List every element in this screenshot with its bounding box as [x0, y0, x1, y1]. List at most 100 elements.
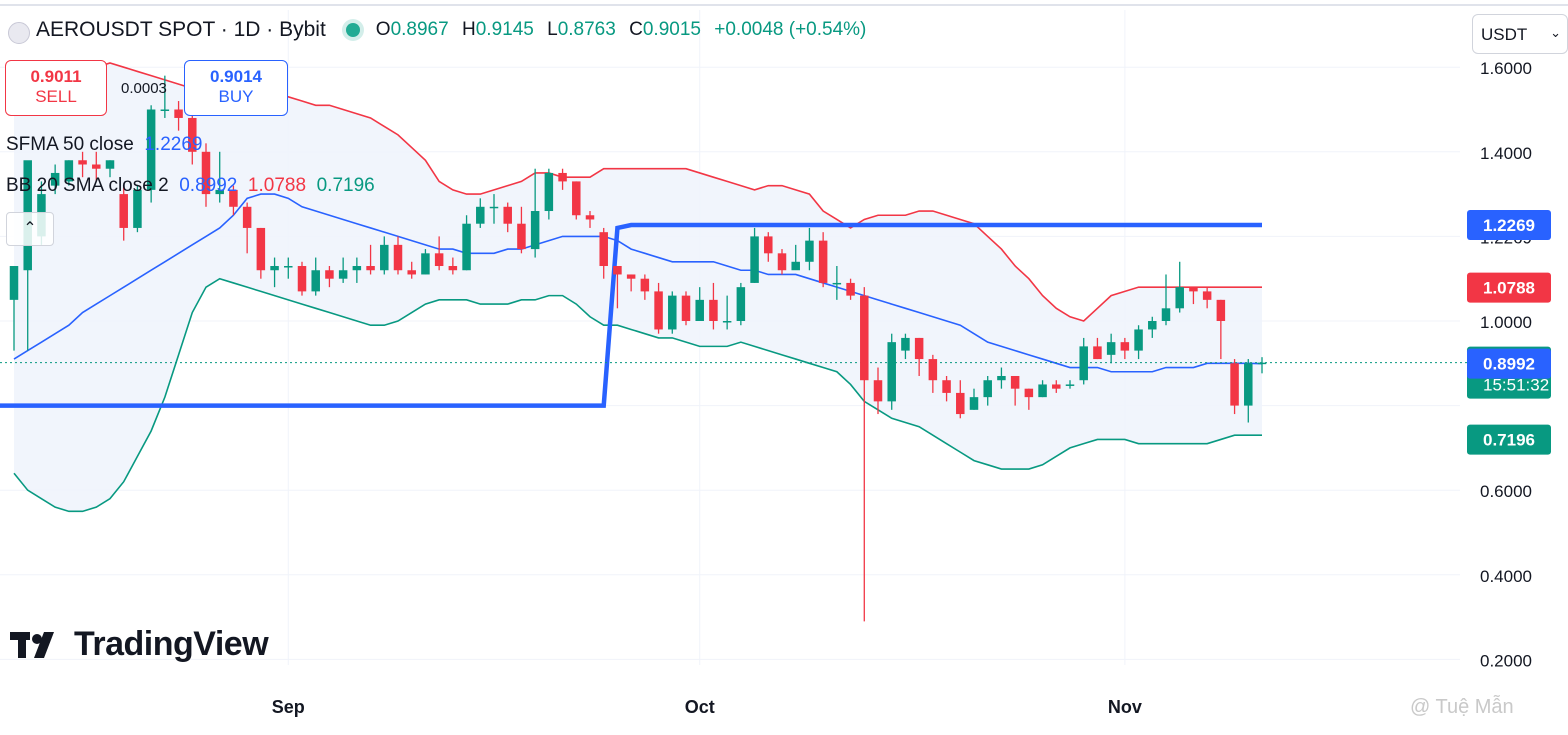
close-value: 0.9015 — [642, 19, 701, 40]
aero-coin-icon — [8, 22, 30, 44]
candle-down — [434, 253, 444, 267]
candle-down — [558, 172, 567, 182]
sell-label: SELL — [35, 87, 77, 106]
candle-up — [1148, 321, 1157, 330]
bb-name: BB 20 SMA close 2 — [6, 175, 169, 196]
candle-down — [928, 359, 938, 381]
candle-up — [160, 109, 170, 111]
candle-up — [105, 160, 115, 169]
candle-down — [709, 299, 718, 321]
candle-up — [1161, 308, 1171, 321]
candle-down — [1189, 287, 1198, 292]
candle-down — [640, 278, 650, 292]
price-tag — [1467, 424, 1551, 455]
candle-down — [1230, 363, 1239, 406]
price-tag-timer: 15:51:32 — [1483, 376, 1549, 395]
candle-up — [421, 253, 430, 275]
candle-up — [997, 375, 1006, 381]
candle-up — [750, 236, 759, 283]
chevron-up-icon: ⌃ — [23, 220, 37, 237]
bb-band-fill — [14, 62, 1262, 512]
candle-down — [393, 244, 403, 271]
candle-up — [1134, 329, 1143, 351]
x-tick-label: Sep — [272, 697, 305, 717]
candle-down — [407, 270, 416, 275]
candle-up — [215, 189, 224, 195]
candle-down — [764, 236, 773, 254]
tradingview-logo: TradingView — [10, 625, 269, 664]
currency-label: USDT — [1481, 25, 1528, 44]
candle-up — [695, 299, 704, 321]
candle-down — [366, 266, 375, 271]
candle-up — [1175, 287, 1184, 309]
candle-up — [1106, 342, 1116, 355]
buy-button[interactable]: 0.9014 BUY — [184, 60, 288, 116]
symbol-header: AEROUSDT SPOT · 1D · Bybit O0.8967 H0.91… — [8, 18, 866, 44]
candle-up — [887, 342, 896, 402]
candle-up — [489, 206, 499, 209]
candle-down — [873, 380, 883, 402]
candle-down — [599, 232, 608, 267]
candle-down — [777, 253, 787, 271]
y-tick-label: 0.6000 — [1480, 482, 1532, 501]
candle-up — [832, 282, 842, 285]
symbol-title[interactable]: AEROUSDT SPOT · 1D · Bybit — [36, 18, 326, 41]
candle-down — [188, 117, 197, 152]
sfma-value: 1.2269 — [144, 134, 203, 155]
open-value: 0.8967 — [390, 19, 449, 40]
candle-down — [503, 206, 512, 224]
candle-down — [256, 227, 266, 271]
candle-down — [681, 295, 691, 321]
candle-down — [92, 164, 101, 169]
candle-down — [654, 291, 663, 330]
sfma-legend[interactable]: SFMA 50 close 1.2269 — [6, 134, 202, 156]
candle-up — [544, 172, 554, 212]
candle-down — [626, 274, 636, 279]
candle-down — [1010, 375, 1020, 389]
y-tick-label: 0.4000 — [1480, 567, 1532, 586]
candle-up — [1244, 363, 1253, 406]
logo-text: TradingView — [74, 625, 269, 663]
candle-up — [668, 295, 677, 330]
price-tag — [1467, 272, 1551, 303]
collapse-legend-button[interactable]: ⌃ — [6, 212, 54, 246]
candle-down — [78, 160, 87, 165]
spread-value: 0.0003 — [121, 80, 167, 97]
candle-down — [860, 295, 869, 381]
candle-down — [1202, 291, 1212, 300]
candle-up — [969, 397, 979, 410]
candle-down — [517, 223, 526, 250]
candle-down — [846, 282, 855, 296]
candle-up — [901, 337, 910, 351]
candle-up — [722, 321, 732, 323]
candle-up — [805, 240, 814, 262]
sfma-line — [0, 222, 1262, 408]
price-tag-label: 0.8992 — [1483, 355, 1535, 374]
bb-basis-value: 0.8992 — [179, 175, 238, 196]
watermark: @ Tuệ Mẫn — [1410, 696, 1514, 718]
candle-up — [791, 261, 800, 271]
tradingview-logo-icon — [10, 631, 54, 658]
y-tick-label: 1.4000 — [1480, 144, 1532, 163]
sell-button[interactable]: 0.9011 SELL — [5, 60, 107, 116]
market-open-icon — [345, 23, 360, 37]
candle-down — [956, 392, 965, 415]
candle-down — [1052, 384, 1061, 389]
bb-legend[interactable]: BB 20 SMA close 2 0.8992 1.0788 0.7196 — [6, 175, 375, 197]
candle-up — [338, 270, 348, 279]
candle-down — [119, 194, 128, 228]
candle-up — [1079, 346, 1088, 381]
candle-down — [325, 270, 334, 279]
bb-lower-line — [13, 277, 1262, 513]
candle-up — [736, 287, 746, 321]
candle-up — [133, 189, 142, 228]
currency-select[interactable]: USDT ⌄ — [1472, 14, 1568, 54]
bb-lower-value: 0.7196 — [316, 175, 375, 196]
candle-up — [270, 266, 279, 271]
buy-label: BUY — [218, 87, 254, 106]
candle-up — [50, 172, 60, 186]
candle-down — [1216, 299, 1226, 321]
candle-up — [983, 380, 992, 398]
price-tag-label: 0.7196 — [1483, 431, 1535, 450]
